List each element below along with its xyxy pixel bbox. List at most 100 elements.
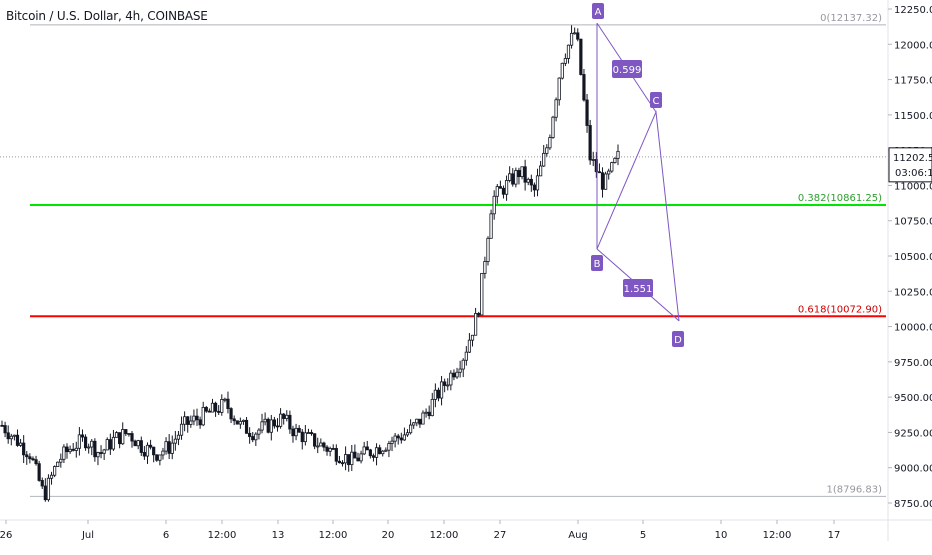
candle-body	[229, 408, 233, 420]
candle-body	[220, 399, 224, 413]
candle-body	[15, 434, 20, 446]
candle-body	[288, 414, 292, 430]
candle-body	[176, 434, 181, 440]
candle-body	[474, 313, 478, 336]
time-tick-label: Jul	[81, 530, 94, 541]
candle-body	[387, 443, 391, 451]
candle-body	[396, 435, 400, 439]
candle-body	[563, 58, 567, 64]
candle-body	[452, 372, 456, 378]
candle-body	[594, 159, 598, 173]
time-tick-label: 12:00	[208, 530, 237, 541]
candle-body	[467, 339, 472, 353]
candle-body	[195, 415, 199, 421]
candle-body	[409, 424, 413, 434]
candle-body	[130, 433, 134, 442]
time-tick-label: 13	[272, 530, 285, 541]
price-tick-label: 11500.00	[894, 111, 932, 122]
candle-body	[514, 170, 518, 185]
candle-body	[37, 463, 41, 481]
candle-body	[80, 434, 85, 438]
candle-body	[127, 433, 131, 435]
candle-body	[322, 442, 326, 448]
candle-body	[251, 436, 255, 441]
candle-body	[362, 446, 366, 455]
candle-body	[604, 173, 608, 190]
candle-body	[517, 170, 521, 178]
candle-body	[405, 432, 410, 436]
candle-body	[319, 442, 323, 447]
candle-body	[433, 389, 437, 400]
candle-body	[65, 446, 69, 453]
candle-body	[585, 99, 589, 126]
candle-body	[508, 173, 512, 181]
candle-body	[489, 213, 493, 239]
candle-body	[260, 421, 264, 431]
candle-body	[436, 389, 441, 399]
candle-body	[217, 410, 221, 413]
candle-body	[480, 272, 484, 316]
price-tick-label: 12000.00	[894, 40, 932, 51]
pattern-point-badge	[592, 3, 604, 19]
candle-body	[588, 125, 592, 161]
candle-body	[458, 368, 462, 373]
candle-body	[393, 435, 397, 442]
fib-level-label: 0.618(10072.90)	[798, 304, 882, 315]
candle-body	[356, 457, 360, 462]
candle-body	[62, 446, 66, 460]
fib-level-label: 1(8796.83)	[826, 484, 882, 495]
candle-body	[334, 448, 338, 462]
price-tick-label: 12250.00	[894, 5, 932, 16]
candle-body	[535, 175, 540, 191]
candle-body	[139, 440, 143, 453]
candle-body	[114, 432, 119, 438]
candle-body	[90, 440, 94, 448]
candle-body	[87, 446, 91, 449]
candle-body	[461, 359, 465, 370]
candle-body	[492, 195, 496, 215]
candle-body	[93, 440, 97, 458]
price-tick-label: 10250.00	[894, 287, 932, 298]
candle-body	[511, 173, 515, 185]
candle-body	[266, 418, 270, 433]
candle-body	[483, 261, 487, 274]
candle-body	[470, 334, 475, 341]
candle-body	[9, 435, 13, 440]
candle-body	[371, 455, 376, 458]
candle-body	[148, 444, 153, 448]
candle-body	[121, 429, 125, 445]
candle-body	[306, 432, 311, 434]
axis-corner	[886, 541, 932, 550]
candle-body	[179, 423, 184, 436]
candle-body	[152, 446, 156, 456]
candle-body	[238, 421, 242, 425]
candle-body	[124, 429, 128, 435]
candle-body	[520, 166, 524, 178]
candle-body	[59, 458, 63, 463]
candle-body	[294, 427, 298, 437]
candle-body	[347, 454, 351, 466]
candle-body	[232, 418, 236, 422]
candle-body	[161, 450, 165, 456]
time-tick-label: Aug	[568, 530, 588, 541]
candle-body	[412, 422, 416, 426]
candle-body	[421, 412, 425, 425]
fib-level-label: 0.382(10861.25)	[798, 193, 882, 204]
candle-body	[616, 150, 620, 159]
candle-body	[539, 165, 543, 177]
candle-body	[118, 432, 122, 445]
candle-body	[501, 187, 506, 195]
price-tick-label: 11750.00	[894, 76, 932, 87]
pattern-point-c: C	[653, 96, 660, 107]
candle-body	[155, 454, 159, 461]
candle-body	[504, 180, 509, 195]
time-tick-label: 5	[640, 530, 646, 541]
candle-body	[53, 466, 57, 476]
candle-body	[554, 99, 558, 118]
candle-body	[368, 449, 372, 457]
candle-body	[300, 431, 304, 443]
candle-body	[272, 419, 277, 427]
candle-body	[582, 74, 586, 101]
